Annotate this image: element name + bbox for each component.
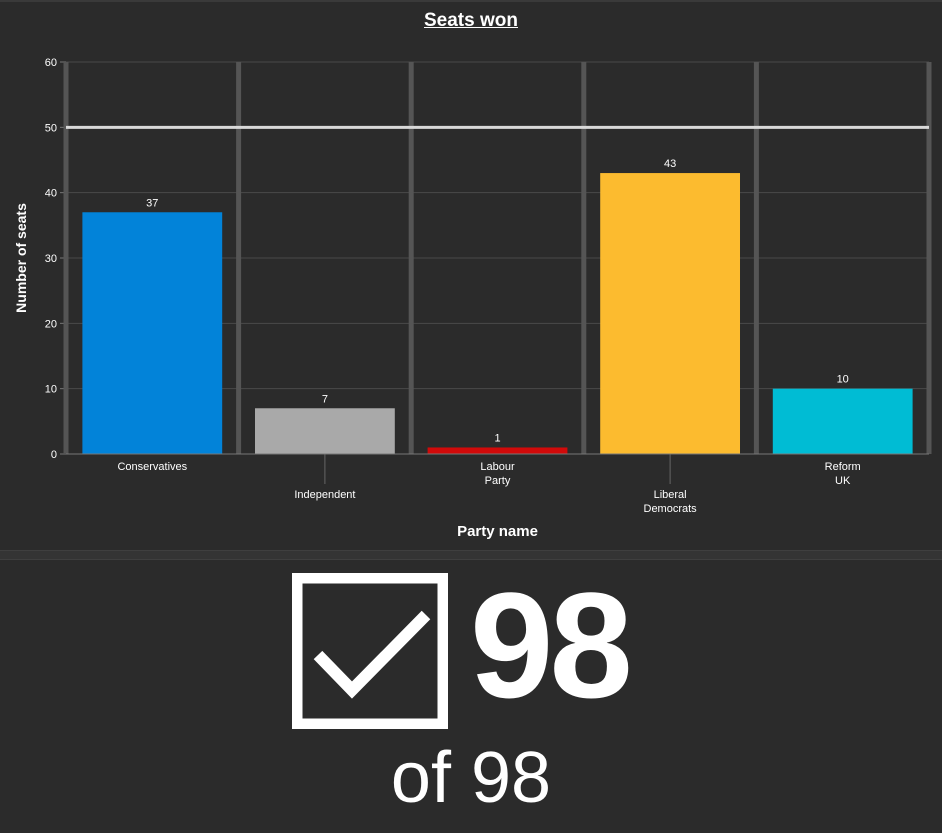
checkbox-checked-icon	[292, 573, 448, 729]
y-tick-label: 10	[45, 384, 57, 396]
y-tick-label: 40	[45, 188, 57, 200]
data-label: 1	[494, 432, 500, 444]
y-tick-label: 20	[45, 318, 57, 330]
y-tick-label: 0	[51, 449, 57, 461]
y-tick-label: 60	[45, 57, 57, 69]
panel-divider	[0, 550, 942, 560]
category-label: Party	[485, 475, 511, 487]
category-label: UK	[835, 475, 851, 487]
category-label: Independent	[294, 489, 355, 501]
bar-independent	[254, 408, 395, 454]
bar-liberal-democrats	[600, 173, 741, 455]
category-label: Labour	[480, 461, 515, 473]
category-label: Conservatives	[117, 461, 187, 473]
category-label: Democrats	[644, 503, 698, 515]
category-label: Liberal	[654, 489, 687, 501]
data-label: 37	[146, 197, 158, 209]
bar-labour-party	[427, 447, 568, 454]
indicator-value: 98	[470, 561, 633, 729]
data-label: 43	[664, 158, 676, 170]
data-label: 10	[837, 374, 849, 386]
chart-title: Seats won	[424, 10, 518, 31]
y-axis-title: Number of seats	[13, 203, 29, 313]
y-tick-label: 30	[45, 253, 57, 265]
seats-bar-chart: 0 10 20 30 40 50 60 37 Conservatives 7 Independent…	[13, 57, 932, 540]
y-tick-label: 50	[45, 122, 57, 134]
x-axis-title: Party name	[457, 523, 538, 540]
bar-conservatives	[82, 212, 223, 454]
category-label: Reform	[825, 461, 861, 473]
indicator-panel	[0, 560, 942, 833]
indicator-subtitle: of 98	[390, 738, 552, 818]
data-label: 7	[322, 393, 328, 405]
bar-reform-uk	[772, 388, 913, 454]
